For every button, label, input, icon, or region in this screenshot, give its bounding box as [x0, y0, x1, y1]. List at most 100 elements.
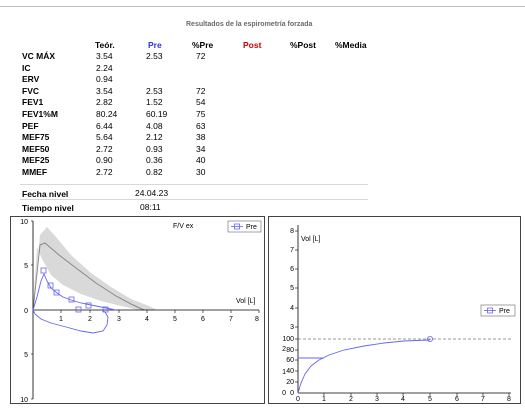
- cell-label: IC: [22, 62, 31, 73]
- cell-teor: 2.24: [96, 62, 113, 73]
- tiempo-value: 08:11: [140, 202, 161, 212]
- y-tick-label: 7: [290, 247, 294, 254]
- cell-teor: 6.44: [96, 120, 113, 131]
- header-pct-post: %Post: [290, 40, 316, 50]
- x-tick-label: 3: [117, 316, 121, 323]
- cell-pct-pre: 30: [196, 167, 206, 177]
- cell-label: FEV1: [22, 97, 44, 108]
- pct-tick-label: 0: [290, 390, 294, 397]
- cell-teor: 3.54: [96, 51, 113, 61]
- cell-label: FEV1%M: [22, 109, 58, 119]
- cell-pre: 2.53: [146, 85, 163, 96]
- pre-marker: [47, 282, 54, 289]
- cell-teor: 2.72: [96, 143, 113, 154]
- cell-pre: 2.53: [146, 51, 163, 61]
- pre-marker: [53, 289, 60, 296]
- chart-title: F/V ex: [173, 223, 194, 230]
- x-tick-label: 5: [173, 316, 177, 323]
- legend: Pre: [480, 304, 516, 317]
- cell-pct-pre: 34: [196, 143, 206, 154]
- y-tick-label: 0: [282, 390, 286, 397]
- pre-marker: [75, 306, 82, 313]
- y-tick-label: 5: [24, 263, 28, 270]
- top-rule: [0, 6, 525, 7]
- y-tick-label: 10: [20, 219, 28, 226]
- pre-inspiratory-curve: [32, 309, 109, 334]
- cell-teor: 0.90: [96, 155, 113, 166]
- predicted-band: [33, 227, 157, 310]
- header-post: Post: [243, 40, 262, 50]
- header-pre: Pre: [148, 40, 162, 50]
- y-axis-label: Vol [L]: [301, 236, 321, 243]
- volume-time-svg: Vol [L] 8 7 6 5 4 3 2 1 0 100 80 60 40 2…: [282, 225, 516, 403]
- x-tick-label: 2: [88, 316, 92, 323]
- cell-pct-pre: 38: [196, 132, 206, 143]
- y-tick-label: 4: [290, 305, 294, 312]
- x-tick-label: 5: [428, 396, 432, 403]
- cell-label: ERV: [22, 74, 40, 85]
- pct-tick-label: 80: [286, 347, 294, 354]
- header-pct-media: %Media: [335, 40, 367, 50]
- pre-volume-time-curve: [297, 338, 431, 394]
- cell-pre: 60.19: [146, 109, 168, 119]
- cell-label: MEF25: [22, 155, 50, 166]
- x-tick-label: 8: [507, 396, 511, 403]
- pre-end-marker: [426, 336, 433, 343]
- pre-marker: [85, 302, 92, 309]
- report-title: Resultados de la espirometría forzada: [186, 21, 313, 28]
- x-tick-label: 4: [401, 396, 405, 403]
- legend-label: Pre: [246, 224, 257, 231]
- header-teor: Teór.: [95, 40, 115, 50]
- fecha-label: Fecha nivel: [22, 189, 69, 199]
- pre-marker: [68, 296, 75, 303]
- cell-pre: 0.36: [146, 155, 163, 166]
- y-tick-label: 0: [24, 308, 28, 315]
- cell-teor: 2.72: [96, 167, 113, 177]
- cell-pre: 0.82: [146, 167, 163, 177]
- x-tick-label: 7: [229, 316, 233, 323]
- cell-pre: 2.12: [146, 132, 163, 143]
- y-tick-label: 8: [290, 228, 294, 235]
- flow-volume-chart: 10 5 0 5 10 1 2 3 4 5 6 7 8 Vol [L] F/V …: [10, 216, 265, 404]
- pct-tick-label: 100: [282, 336, 294, 343]
- pct-tick-label: 20: [286, 379, 294, 386]
- x-tick-label: 8: [255, 316, 259, 323]
- legend-label: Pre: [499, 308, 510, 315]
- cell-label: PEF: [22, 120, 39, 131]
- cell-pct-pre: 54: [196, 97, 206, 108]
- fecha-value: 24.04.23: [135, 188, 169, 198]
- y-tick-label: 2: [282, 346, 286, 353]
- pct-tick-label: 40: [286, 368, 294, 375]
- pct-tick-label: 60: [286, 357, 294, 364]
- cell-pre: 4.08: [146, 120, 163, 131]
- cell-pct-pre: 75: [196, 109, 206, 119]
- flow-volume-svg: 10 5 0 5 10 1 2 3 4 5 6 7 8 Vol [L] F/V …: [20, 219, 262, 404]
- legend: Pre: [227, 220, 262, 233]
- cell-label: MEF50: [22, 143, 50, 154]
- y-tick-label: 6: [290, 266, 294, 273]
- cell-label: MMEF: [22, 167, 48, 177]
- cell-pre: 1.52: [146, 97, 163, 108]
- x-tick-label: 6: [201, 316, 205, 323]
- pre-marker: [40, 267, 47, 274]
- cell-pre: 0.93: [146, 143, 163, 154]
- x-tick-label: 6: [455, 396, 459, 403]
- predicted-line: [32, 242, 145, 311]
- x-tick-label: 7: [481, 396, 485, 403]
- cell-teor: 0.94: [96, 74, 113, 85]
- pre-marker: [102, 306, 109, 313]
- y-tick-label: 3: [290, 324, 294, 331]
- tiempo-label: Tiempo nivel: [22, 203, 74, 213]
- cell-pct-pre: 63: [196, 120, 206, 131]
- cell-pct-pre: 40: [196, 155, 206, 166]
- cell-teor: 80.24: [96, 109, 118, 119]
- cell-label: MEF75: [22, 132, 50, 143]
- y-tick-label: 5: [290, 285, 294, 292]
- cell-teor: 5.64: [96, 132, 113, 143]
- x-axis-label: Vol [L]: [236, 298, 256, 305]
- cell-teor: 2.82: [96, 97, 113, 108]
- x-tick-label: 2: [349, 396, 353, 403]
- x-tick-label: 1: [59, 316, 63, 323]
- x-tick-label: 4: [145, 316, 149, 323]
- table-separator: [20, 184, 368, 185]
